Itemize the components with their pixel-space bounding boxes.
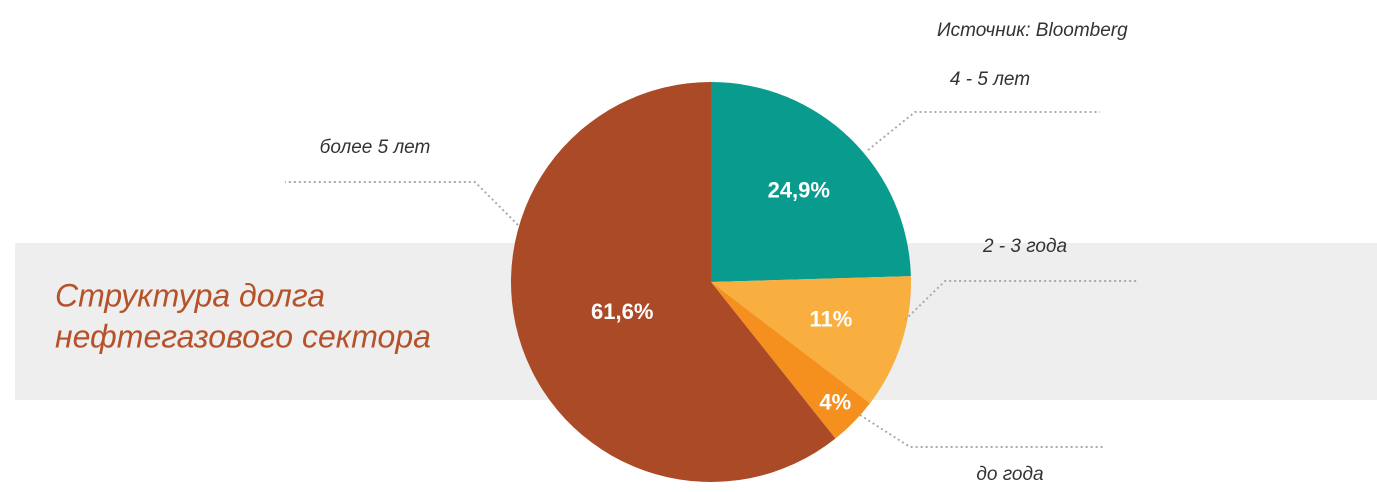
pie-slice <box>711 82 911 282</box>
leader-line <box>904 280 1138 321</box>
value-label: 4% <box>819 390 851 415</box>
pie-slice <box>510 82 836 483</box>
value-label: 11% <box>810 306 853 331</box>
leader-line <box>285 181 519 226</box>
category-label: более 5 лет <box>320 137 431 158</box>
pie-slice <box>711 282 871 439</box>
leader-line <box>867 111 1100 151</box>
source-note: Источник: Bloomberg <box>937 20 1128 41</box>
chart-title-line: нефтегазового сектора <box>55 318 431 354</box>
category-label: до года <box>976 464 1043 485</box>
category-label: 4 - 5 лет <box>950 69 1030 90</box>
value-label: 24,9% <box>768 177 830 202</box>
value-label: 61,6% <box>591 299 653 324</box>
category-label: 2 - 3 года <box>982 236 1067 257</box>
chart-title-line: Структура долга <box>55 277 325 313</box>
leader-line <box>859 414 1103 448</box>
pie-slice <box>711 276 911 404</box>
